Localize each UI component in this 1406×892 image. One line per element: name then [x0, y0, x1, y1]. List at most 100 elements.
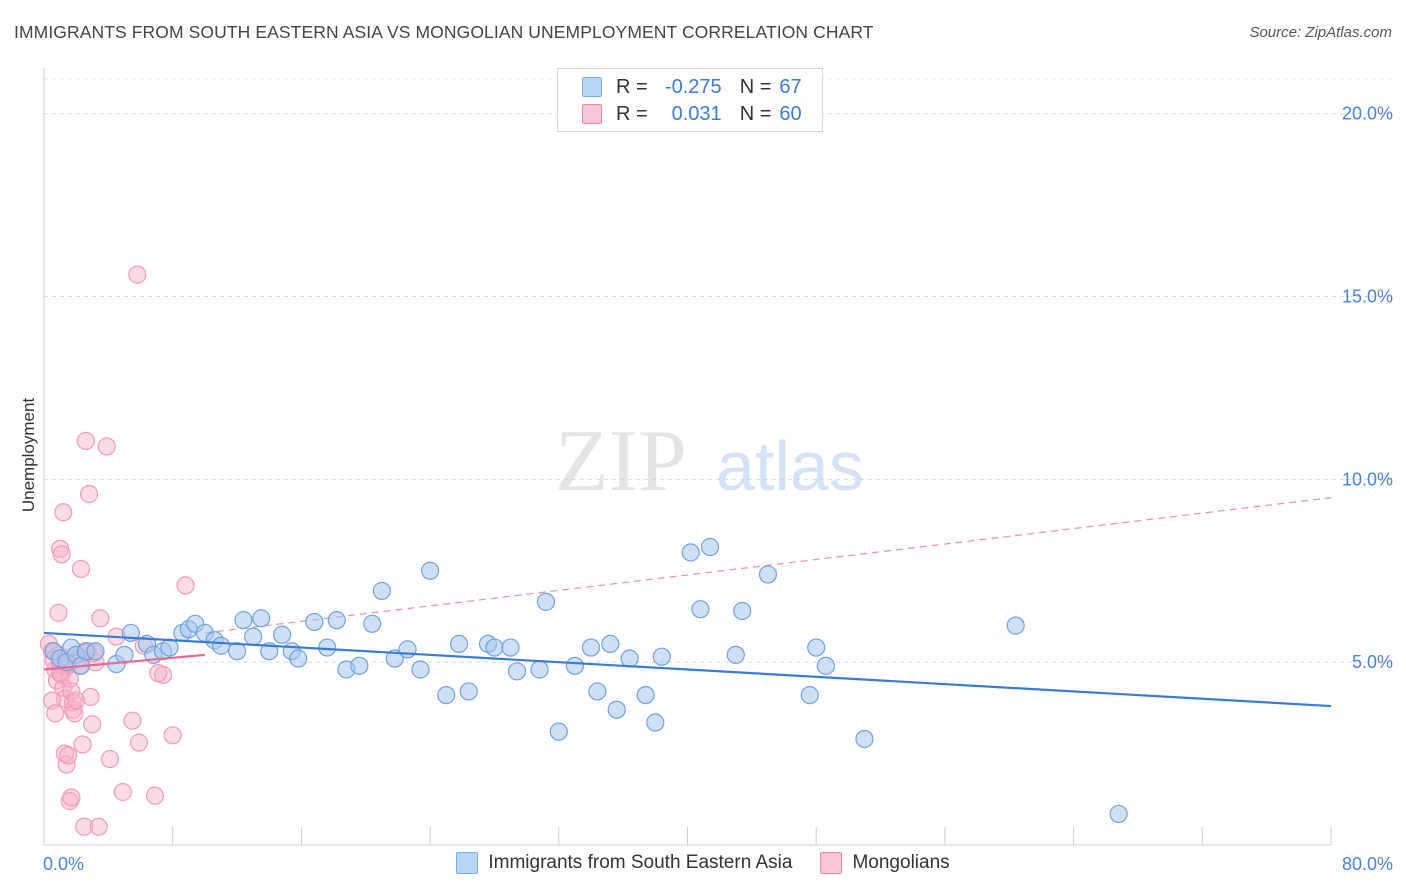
immigrants-point	[372, 581, 391, 600]
mongolians-point	[83, 715, 102, 734]
immigrants-point	[305, 612, 324, 632]
series-legend: Immigrants from South Eastern Asia Mongo…	[0, 852, 1406, 874]
n-value: 60	[779, 102, 802, 125]
immigrants-point	[607, 700, 626, 719]
immigrants-point	[363, 614, 382, 633]
mongolians-point	[91, 609, 110, 628]
mongolians-point	[52, 545, 71, 564]
immigrants-point	[244, 627, 263, 646]
immigrants-point	[758, 565, 778, 584]
trend-lines	[204, 497, 1332, 634]
y-tick-label: 10.0%	[1342, 469, 1393, 489]
mongolians-point	[145, 786, 165, 805]
immigrants-point	[272, 625, 292, 644]
r-value: 0.031	[671, 102, 722, 125]
immigrants-point	[327, 611, 346, 630]
immigrants-point	[160, 638, 179, 657]
mongolians-point	[59, 746, 78, 765]
immigrants-point	[398, 640, 417, 659]
immigrants-point	[449, 634, 469, 654]
mongolians-point	[46, 704, 65, 723]
mongolians-point	[123, 711, 142, 730]
mongolians-point	[76, 431, 95, 451]
mongolians-point	[97, 437, 116, 456]
immigrants-point	[620, 649, 639, 668]
mongolians-point	[129, 733, 149, 752]
immigrants-point	[700, 537, 720, 557]
legend-swatch-blue	[456, 852, 479, 874]
legend-label-mongolians: Mongolians	[852, 852, 950, 873]
immigrants-point	[1109, 804, 1128, 824]
x-tick-label: 80.0%	[1342, 854, 1393, 874]
immigrants-point	[421, 561, 440, 580]
immigrants-point	[350, 656, 369, 675]
mongolians-point	[71, 559, 91, 579]
immigrants-point	[807, 638, 826, 657]
immigrants-point	[530, 660, 549, 679]
mongolians-point	[49, 603, 68, 622]
y-tick-label: 20.0%	[1342, 104, 1393, 124]
mongolians-point	[67, 691, 86, 710]
immigrants-point	[816, 656, 835, 675]
immigrants-point	[681, 543, 700, 562]
n-label: N =	[739, 102, 772, 125]
immigrants-point	[536, 592, 556, 611]
immigrants-point	[1006, 616, 1025, 635]
legend-label-immigrants: Immigrants from South Eastern Asia	[488, 852, 793, 873]
r-label: R =	[616, 102, 648, 125]
legend-row-blue: R = -0.275 N = 67	[582, 75, 802, 99]
immigrants-point	[252, 609, 271, 628]
r-label: R =	[616, 75, 648, 98]
legend-row-pink: R = 0.031 N = 60	[582, 102, 802, 126]
mongolians-point	[113, 782, 132, 802]
mongolians-point	[57, 755, 76, 774]
immigrants-point	[855, 729, 874, 749]
mongolians-point	[81, 687, 100, 707]
immigrants-point	[86, 642, 105, 661]
mongolians-trend-extension	[204, 497, 1332, 634]
immigrants-point	[485, 638, 504, 657]
immigrants-point	[652, 647, 671, 666]
legend-swatch-pink	[582, 104, 602, 124]
immigrants-point	[581, 638, 601, 657]
immigrants-point	[318, 638, 337, 657]
immigrants-point	[588, 682, 607, 701]
n-label: N =	[739, 75, 772, 98]
immigrants-point	[437, 685, 456, 705]
data-points	[39, 265, 1332, 836]
mongolians-point	[163, 726, 182, 745]
legend-swatch-blue	[582, 77, 602, 97]
y-axis-label: Unemployment	[19, 398, 38, 513]
legend-item-immigrants: Immigrants from South Eastern Asia	[456, 852, 792, 874]
correlation-legend: R = -0.275 N = 67 R = 0.031 N = 60	[557, 68, 823, 132]
immigrants-point	[549, 722, 568, 741]
immigrants-point	[234, 611, 253, 630]
immigrants-point	[726, 645, 745, 664]
mongolians-point	[128, 265, 147, 284]
immigrants-point	[691, 600, 710, 619]
immigrants-trend-line	[43, 631, 1332, 708]
grid-lines	[44, 78, 1392, 663]
y-tick-label: 5.0%	[1352, 652, 1393, 672]
mongolians-point	[149, 664, 168, 683]
mongolians-point	[79, 484, 99, 504]
immigrants-point	[459, 682, 478, 701]
watermark-zip: ZIP	[555, 413, 687, 510]
immigrants-point	[411, 660, 430, 679]
immigrants-point	[227, 642, 247, 661]
axes	[43, 68, 1332, 846]
immigrants-point	[800, 685, 819, 705]
immigrants-point	[733, 601, 752, 621]
immigrants-point	[115, 645, 134, 664]
immigrants-point	[601, 634, 620, 654]
immigrants-point	[507, 662, 527, 681]
mongolians-point	[89, 817, 108, 836]
immigrants-point	[636, 685, 655, 705]
immigrants-point	[211, 636, 231, 655]
immigrants-point	[565, 656, 584, 675]
mongolians-point	[73, 735, 92, 754]
watermark-atlas: atlas	[716, 427, 864, 505]
immigrants-point	[646, 713, 665, 732]
mongolians-trend-line	[43, 653, 205, 671]
